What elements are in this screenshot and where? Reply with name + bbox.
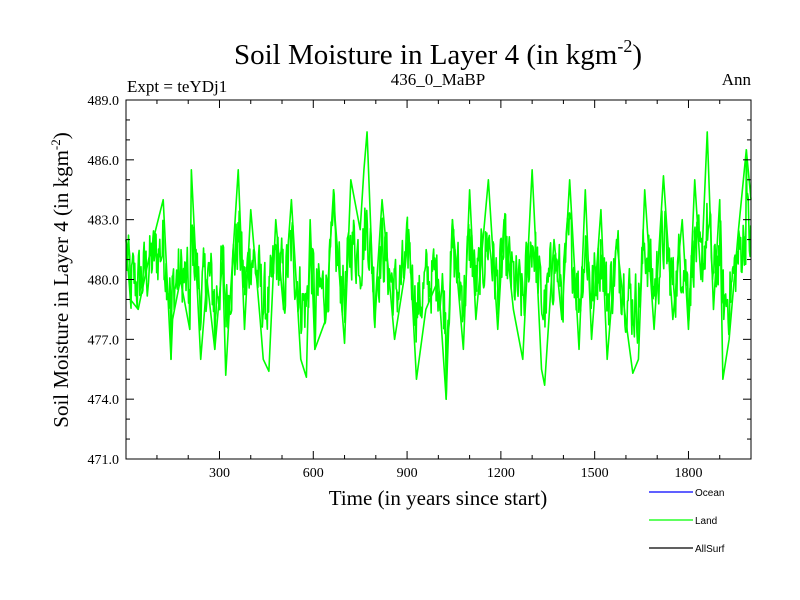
x-tick-label: 1200: [487, 466, 515, 481]
x-tick-label: 600: [303, 466, 324, 481]
y-axis-label-close: ): [49, 132, 73, 139]
series-layer: [125, 131, 752, 400]
y-tick-label: 489.0: [88, 94, 120, 109]
series-line-land: [125, 149, 752, 400]
legend-label-ocean: Ocean: [695, 488, 724, 499]
legend-label-allsurf: AllSurf: [695, 544, 725, 555]
chart-title: Soil Moisture in Layer 4 (in kgm-2): [234, 36, 642, 71]
y-axis: 471.0 474.0 477.0 480.0 483.0 486.0 489.0: [88, 94, 751, 468]
chart-title-superscript: -2: [617, 36, 632, 56]
x-axis-label: Time (in years since start): [329, 486, 548, 510]
chart-title-close: ): [632, 39, 642, 71]
y-tick-label: 480.0: [88, 274, 120, 289]
y-axis-label-superscript: -2: [48, 139, 63, 150]
chart-title-main: Soil Moisture in Layer 4 (in kgm: [234, 39, 618, 71]
x-tick-label: 1800: [674, 466, 702, 481]
y-axis-label-main: Soil Moisture in Layer 4 (in kgm: [49, 150, 73, 428]
x-tick-label: 1500: [581, 466, 609, 481]
series-line-land-extremes: [125, 131, 752, 400]
x-tick-label: 900: [397, 466, 418, 481]
x-axis: 300 600 900 1200 1500 1800: [156, 100, 721, 481]
x-tick-label: 300: [209, 466, 230, 481]
y-tick-label: 474.0: [88, 393, 120, 408]
y-axis-label: Soil Moisture in Layer 4 (in kgm-2): [48, 132, 73, 427]
y-tick-label: 483.0: [88, 214, 120, 229]
subtitle-left: Expt = teYDj1: [127, 77, 227, 96]
y-tick-label: 486.0: [88, 154, 120, 169]
subtitle-right: Ann: [722, 70, 752, 89]
y-tick-label: 471.0: [88, 453, 120, 468]
y-tick-label: 477.0: [88, 333, 120, 348]
legend: Ocean Land AllSurf: [649, 488, 725, 555]
legend-label-land: Land: [695, 516, 717, 527]
subtitle-center: 436_0_MaBP: [391, 70, 485, 89]
